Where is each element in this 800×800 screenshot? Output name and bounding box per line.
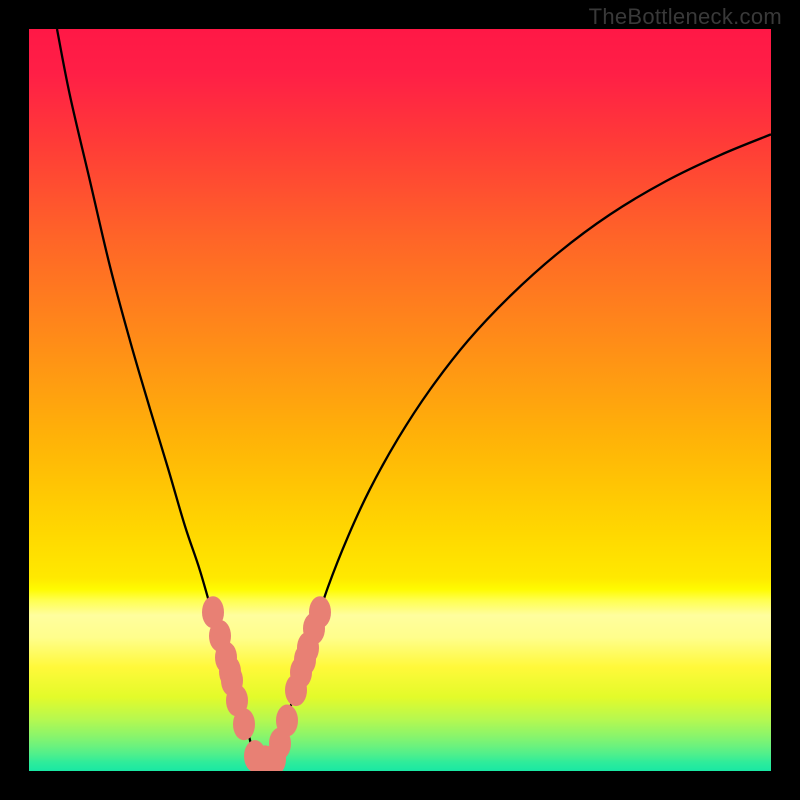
marker-point	[233, 708, 255, 740]
curve-right-branch	[258, 134, 771, 769]
bottleneck-chart	[0, 0, 800, 800]
marker-point	[276, 705, 298, 737]
source-label: TheBottleneck.com	[589, 4, 782, 30]
stage: TheBottleneck.com	[0, 0, 800, 800]
marker-point	[309, 596, 331, 628]
markers-group	[202, 596, 331, 777]
curves-group	[57, 29, 771, 770]
